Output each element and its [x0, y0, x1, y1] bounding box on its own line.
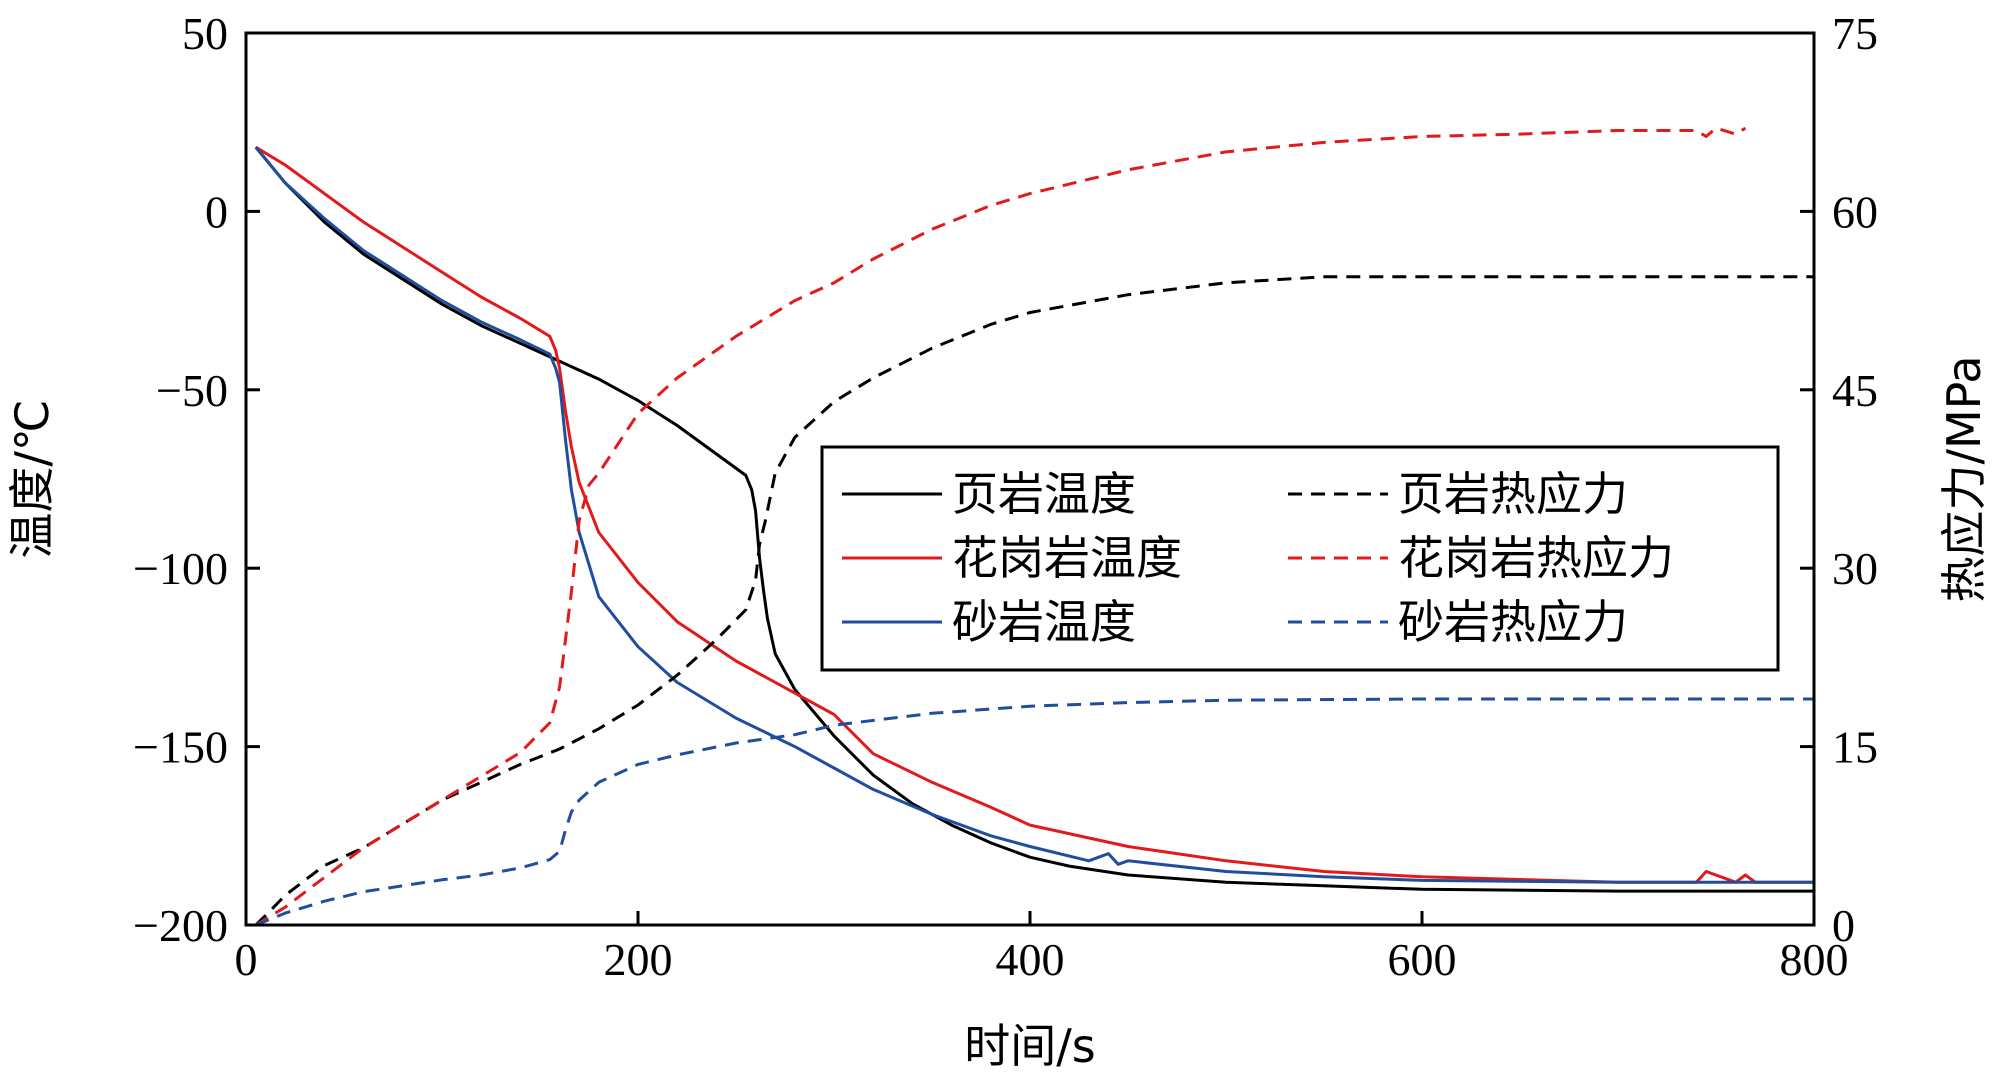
x-tick-label: 800	[1780, 934, 1849, 985]
series-line-3	[254, 275, 1814, 927]
y-right-tick-label: 45	[1832, 365, 1878, 416]
y-axis-left-label: 温度/℃	[5, 399, 59, 558]
legend-label: 页岩热应力	[1398, 467, 1628, 521]
x-tick-label: 600	[1388, 934, 1457, 985]
y-right-tick-label: 15	[1832, 722, 1878, 773]
ticks-layer: 0 200 400 600 800 −200 −150 −100 −50 0 50 0 15 30 45 60…	[133, 8, 1878, 985]
series-layer	[254, 126, 1814, 927]
y-right-tick-label: 30	[1832, 543, 1878, 594]
y-left-tick-label: 0	[205, 186, 228, 237]
legend-label: 砂岩温度	[952, 595, 1136, 649]
y-left-tick-label: −100	[133, 543, 228, 594]
series-line-2	[254, 146, 1814, 884]
y-right-tick-label: 75	[1832, 8, 1878, 59]
y-right-tick-label: 0	[1832, 900, 1855, 951]
legend-label: 花岗岩热应力	[1398, 531, 1674, 585]
series-line-4	[255, 126, 1747, 927]
y-left-tick-label: −150	[133, 722, 228, 773]
y-left-tick-label: −50	[156, 365, 228, 416]
legend-label: 花岗岩温度	[952, 531, 1182, 585]
y-right-tick-label: 60	[1832, 186, 1878, 237]
y-left-tick-label: 50	[182, 8, 228, 59]
y-left-tick-label: −200	[133, 900, 228, 951]
series-line-0	[254, 146, 1814, 893]
x-tick-label: 0	[235, 934, 258, 985]
legend-label: 页岩温度	[952, 467, 1136, 521]
x-tick-label: 400	[996, 934, 1065, 985]
x-axis-label: 时间/s	[964, 1019, 1095, 1073]
legend-label: 砂岩热应力	[1398, 595, 1628, 649]
y-axis-right-label: 热应力/MPa	[1937, 355, 1991, 602]
x-tick-label: 200	[604, 934, 673, 985]
